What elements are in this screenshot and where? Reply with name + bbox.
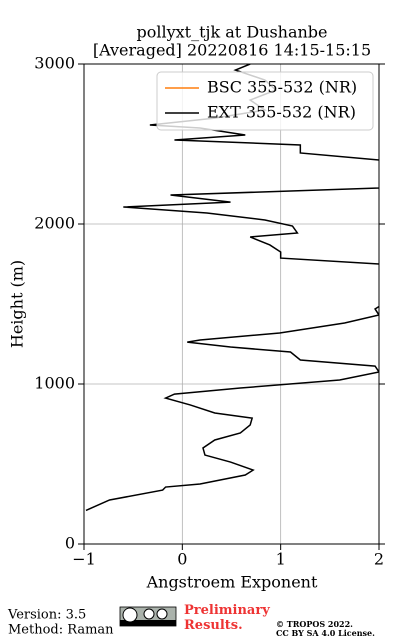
y-tick-label: 2000 — [34, 214, 75, 233]
license: CC BY SA 4.0 License. — [276, 628, 375, 638]
x-tick-label: 1 — [276, 550, 286, 569]
method: Method: Raman — [8, 623, 114, 638]
x-axis-label: Angstroem Exponent — [146, 573, 318, 592]
chart-title: pollyxt_tjk at Dushanbe — [136, 23, 327, 42]
y-tick-label: 1000 — [34, 374, 75, 393]
chart-subtitle: [Averaged] 20220816 14:15-15:15 — [93, 41, 371, 60]
profile-line — [85, 64, 379, 512]
x-tick-label: 0 — [177, 550, 187, 569]
y-tick-label: 3000 — [34, 54, 75, 73]
cc-badge — [119, 606, 177, 627]
plot-frame — [83, 63, 380, 545]
legend-label: BSC 355-532 (NR) — [207, 78, 357, 97]
copyright: © TROPOS 2022. — [276, 619, 353, 629]
version: Version: 3.5 — [7, 608, 86, 623]
x-tick-label: 2 — [374, 550, 384, 569]
y-tick-label: 0 — [65, 534, 75, 553]
plot-area — [85, 64, 379, 512]
x-tick-label: −1 — [72, 550, 96, 569]
legend-label: EXT 355-532 (NR) — [207, 103, 356, 122]
y-axis-label: Height (m) — [8, 260, 27, 348]
legend-box — [156, 71, 374, 131]
status-line1: Preliminary Results. — [184, 603, 270, 633]
